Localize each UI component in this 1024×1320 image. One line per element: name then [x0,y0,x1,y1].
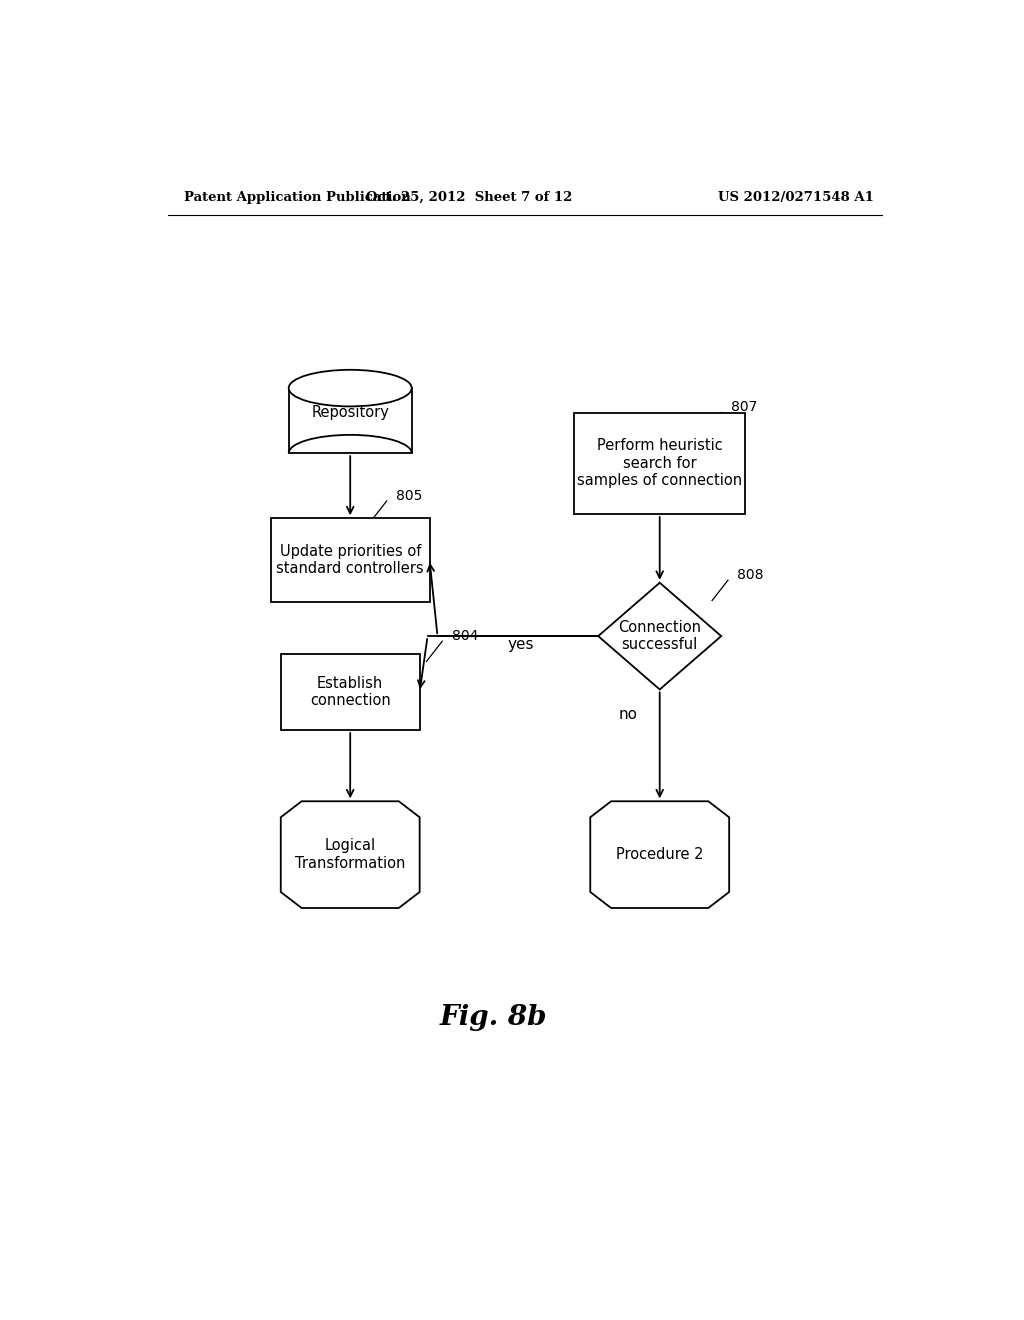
Polygon shape [590,801,729,908]
Bar [281,653,420,730]
Text: Logical
Transformation: Logical Transformation [295,838,406,871]
Text: 808: 808 [737,568,764,582]
Text: 807: 807 [731,400,758,414]
Text: Establish
connection: Establish connection [310,676,390,709]
Bar [289,388,412,453]
Text: no: no [618,708,638,722]
Text: 804: 804 [452,630,478,643]
Polygon shape [281,801,420,908]
Bar [574,413,745,515]
Ellipse shape [289,370,412,407]
Text: Oct. 25, 2012  Sheet 7 of 12: Oct. 25, 2012 Sheet 7 of 12 [366,190,572,203]
Text: Fig. 8b: Fig. 8b [439,1003,547,1031]
Text: yes: yes [508,636,535,652]
Text: Procedure 2: Procedure 2 [616,847,703,862]
Text: US 2012/0271548 A1: US 2012/0271548 A1 [718,190,873,203]
Text: Patent Application Publication: Patent Application Publication [183,190,411,203]
Text: Update priorities of
standard controllers: Update priorities of standard controller… [276,544,424,576]
Bar [270,519,430,602]
Text: Repository: Repository [311,405,389,420]
Text: Perform heuristic
search for
samples of connection: Perform heuristic search for samples of … [578,438,742,488]
Text: Connection
successful: Connection successful [618,620,701,652]
Text: 805: 805 [396,488,423,503]
Polygon shape [598,582,721,689]
